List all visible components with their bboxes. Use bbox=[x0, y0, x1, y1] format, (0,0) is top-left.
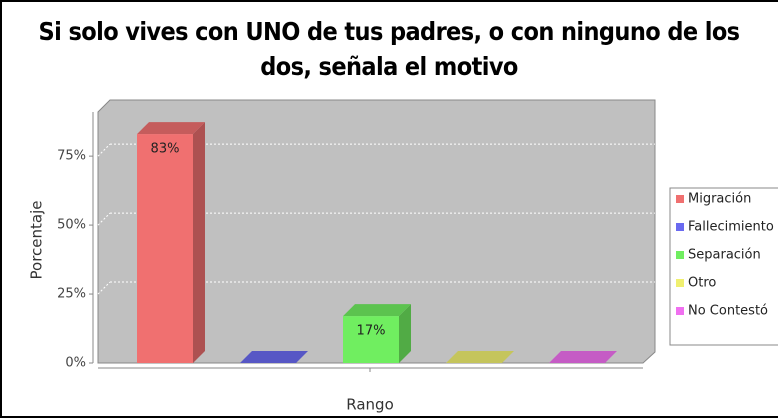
y-tick-label: 50% bbox=[57, 218, 86, 233]
legend-label: Fallecimiento bbox=[688, 220, 774, 235]
bar-side bbox=[193, 122, 205, 363]
legend-swatch bbox=[676, 223, 684, 231]
bar-top bbox=[343, 304, 411, 317]
y-tick-label: 75% bbox=[57, 149, 86, 164]
bar bbox=[137, 134, 193, 363]
grid-line bbox=[97, 281, 111, 295]
chart-title: Si solo vives con UNO de tus padres, o c… bbox=[39, 17, 740, 46]
grid-line bbox=[97, 212, 111, 226]
legend-label: Separación bbox=[688, 248, 761, 263]
legend-swatch bbox=[676, 279, 684, 287]
legend-label: No Contestó bbox=[688, 304, 768, 319]
bar-top bbox=[549, 351, 617, 363]
bar-top bbox=[446, 351, 514, 363]
y-tick-label: 0% bbox=[65, 356, 86, 371]
bar-top bbox=[137, 122, 205, 135]
legend-swatch bbox=[676, 251, 684, 259]
legend-label: Otro bbox=[688, 276, 716, 291]
data-label: 83% bbox=[151, 142, 180, 157]
legend-swatch bbox=[676, 307, 684, 315]
bar-top bbox=[240, 351, 308, 363]
legend bbox=[669, 187, 778, 346]
bar bbox=[343, 316, 399, 363]
bar-side bbox=[399, 304, 411, 363]
legend-swatch bbox=[676, 195, 684, 203]
y-axis-label: Porcentaje bbox=[28, 201, 46, 280]
plot-background bbox=[97, 99, 656, 364]
y-tick-label: 25% bbox=[57, 287, 86, 302]
legend-label: Migración bbox=[688, 192, 751, 207]
chart-title: dos, señala el motivo bbox=[260, 52, 518, 81]
grid-line bbox=[97, 143, 111, 157]
x-axis-label: Rango bbox=[346, 396, 394, 414]
data-label: 17% bbox=[357, 324, 386, 339]
